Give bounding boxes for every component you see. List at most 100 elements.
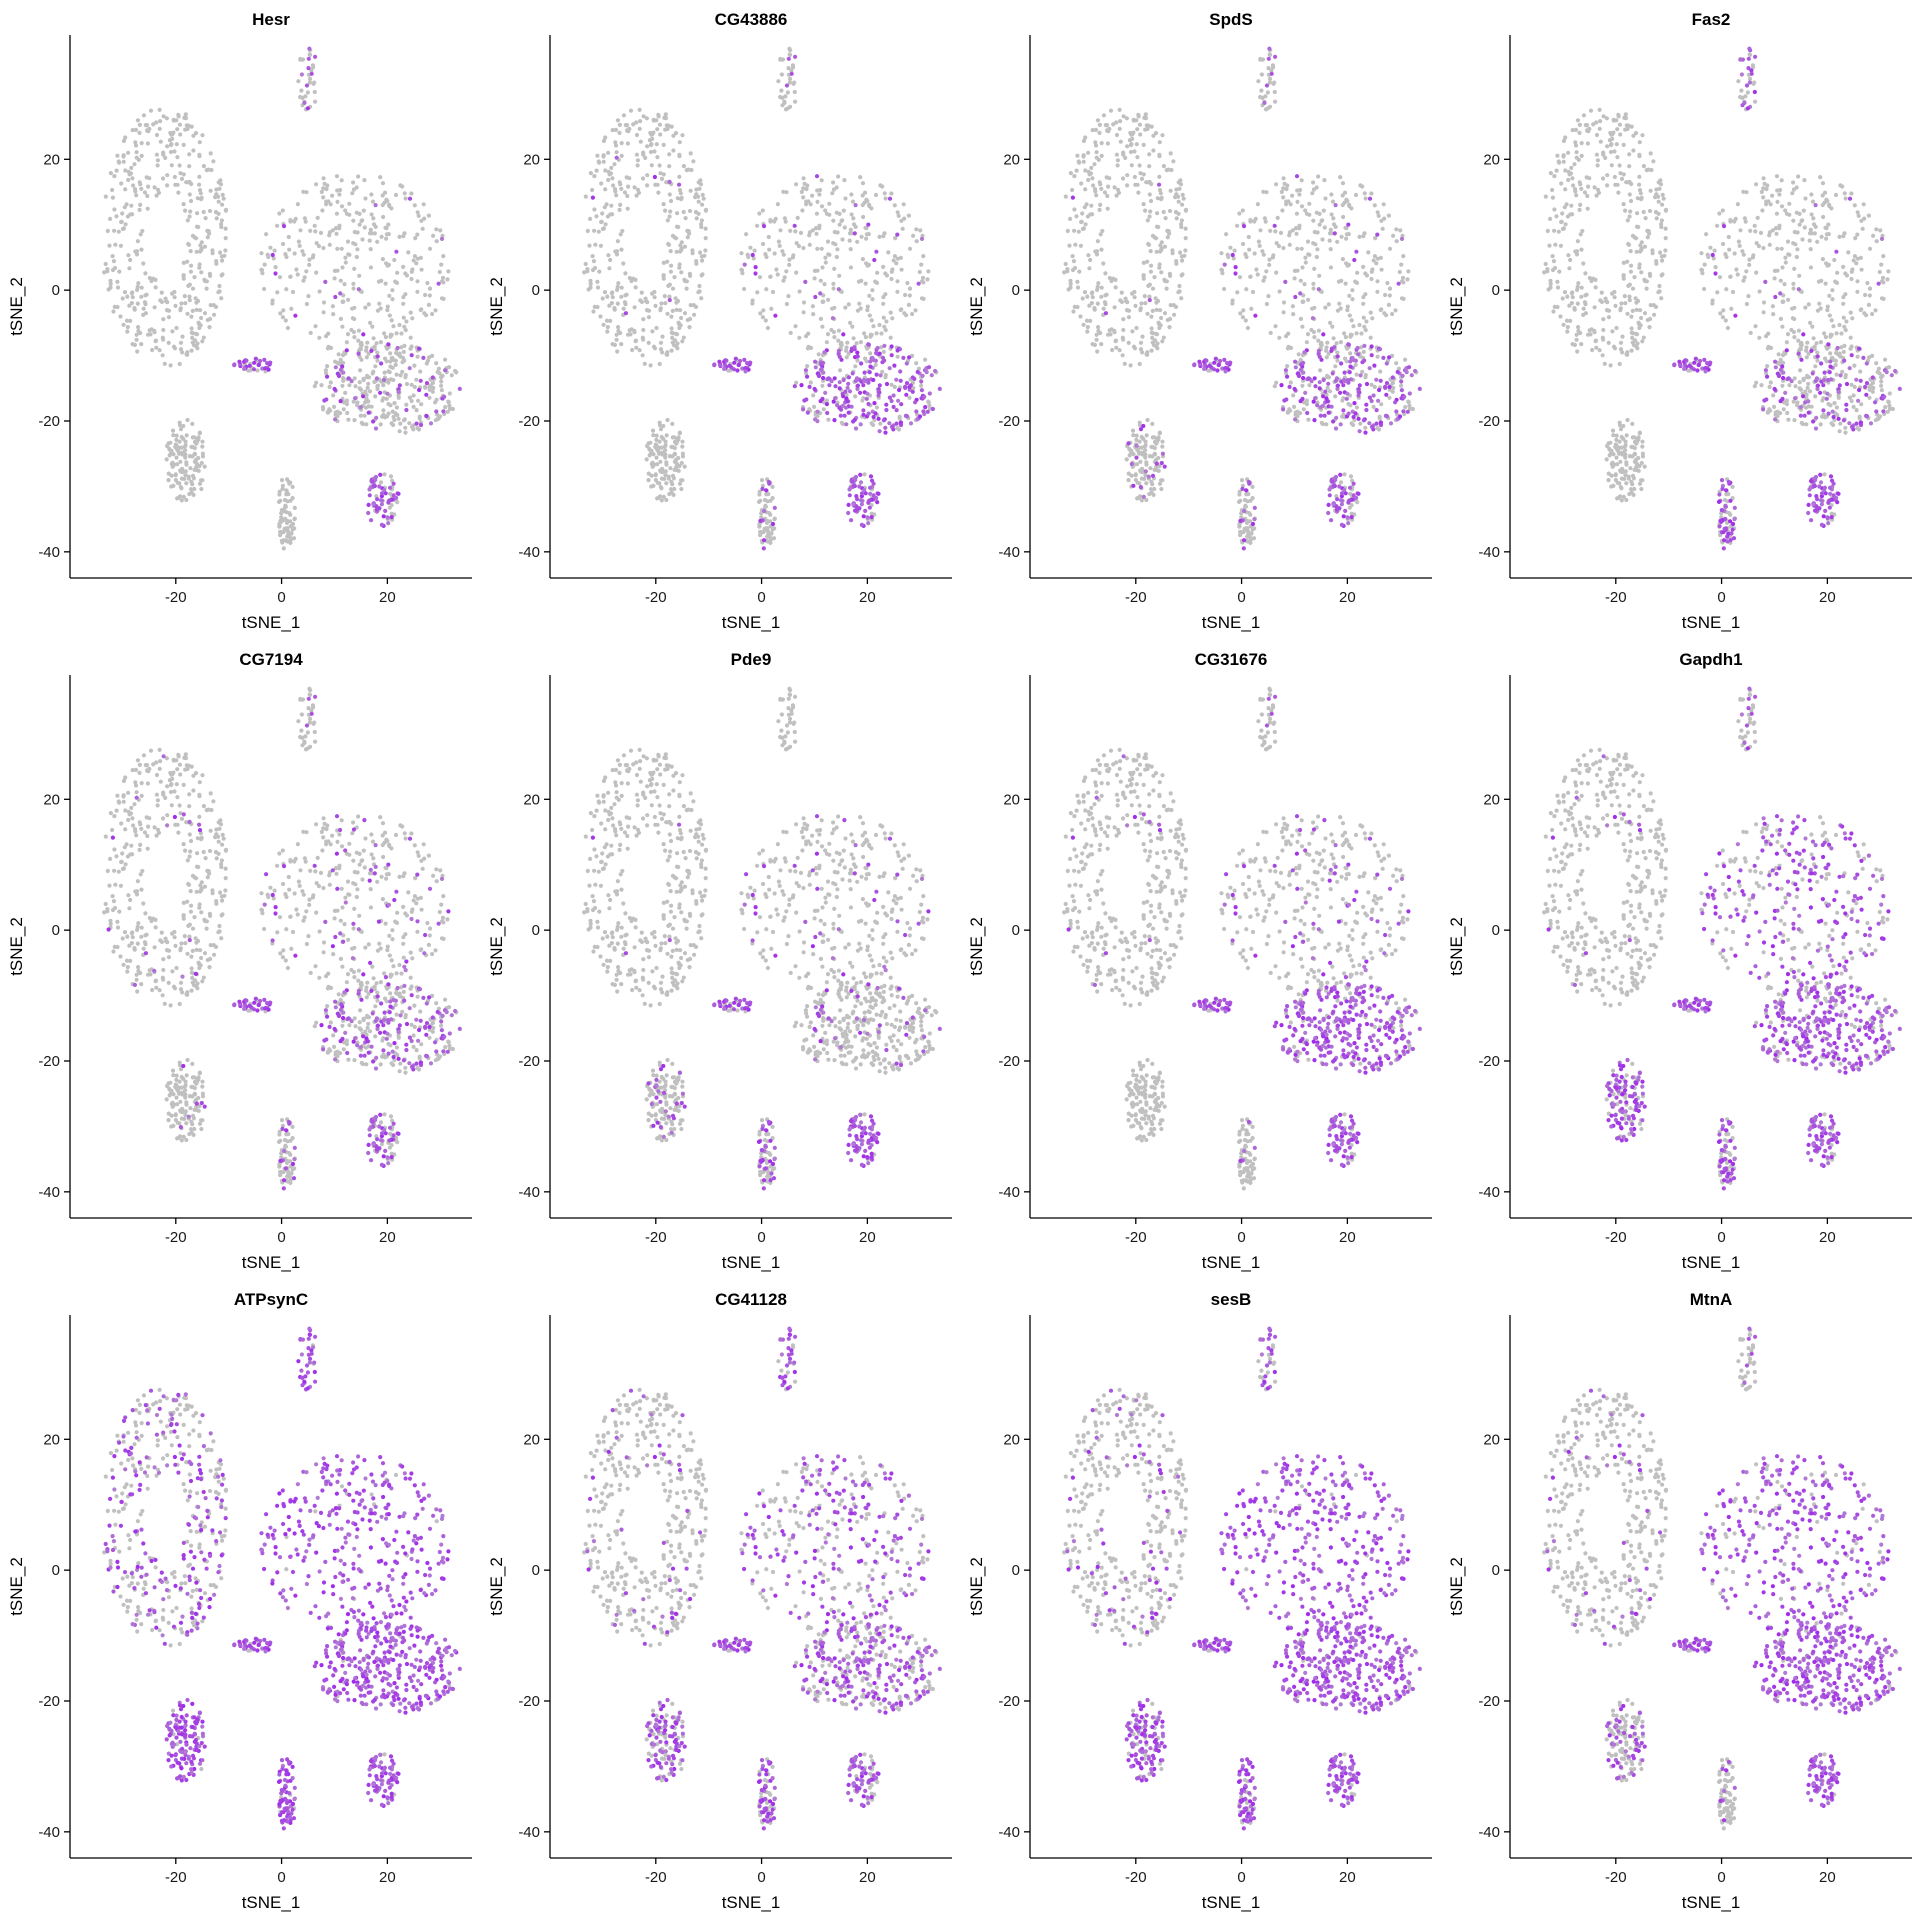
scatter-point bbox=[808, 345, 814, 350]
scatter-point bbox=[882, 231, 887, 236]
scatter-point bbox=[1390, 311, 1395, 317]
scatter-point bbox=[430, 353, 435, 358]
scatter-point bbox=[183, 301, 188, 306]
scatter-point bbox=[398, 421, 403, 426]
scatter-point bbox=[1842, 231, 1847, 236]
scatter-point bbox=[1621, 276, 1626, 281]
scatter-point bbox=[1397, 269, 1402, 275]
scatter-point bbox=[309, 71, 314, 76]
scatter-point bbox=[1223, 369, 1228, 374]
scatter-point bbox=[756, 499, 762, 504]
scatter-point bbox=[857, 301, 862, 306]
scatter-point bbox=[855, 354, 860, 359]
scatter-point bbox=[251, 367, 257, 372]
scatter-point bbox=[669, 330, 674, 335]
scatter-point bbox=[1578, 202, 1583, 207]
scatter-point bbox=[301, 189, 306, 194]
scatter-point bbox=[181, 172, 186, 177]
scatter-point bbox=[347, 212, 352, 217]
scatter-point bbox=[1077, 269, 1082, 274]
scatter-point bbox=[685, 235, 690, 240]
scatter-point bbox=[1097, 130, 1102, 135]
scatter-point bbox=[785, 106, 791, 111]
scatter-point bbox=[1177, 283, 1182, 289]
scatter-point bbox=[903, 292, 908, 298]
scatter-point bbox=[403, 196, 408, 201]
scatter-point bbox=[171, 433, 176, 438]
scatter-point bbox=[286, 234, 291, 240]
scatter-point bbox=[696, 211, 701, 216]
scatter-point bbox=[148, 108, 154, 113]
scatter-point bbox=[394, 350, 399, 356]
scatter-point bbox=[1155, 211, 1160, 216]
scatter-point bbox=[831, 286, 836, 291]
scatter-point bbox=[1654, 193, 1659, 199]
scatter-point bbox=[1552, 304, 1557, 309]
scatter-point bbox=[399, 331, 404, 336]
scatter-point bbox=[385, 308, 390, 313]
scatter-point bbox=[1387, 286, 1393, 291]
scatter-point bbox=[386, 401, 391, 407]
scatter-point bbox=[1637, 262, 1642, 267]
scatter-point bbox=[1255, 202, 1260, 207]
scatter-point bbox=[1315, 230, 1320, 235]
scatter-point bbox=[359, 218, 364, 224]
scatter-point bbox=[161, 327, 166, 333]
scatter-point bbox=[1134, 443, 1139, 448]
scatter-point bbox=[873, 411, 878, 416]
scatter-point bbox=[892, 363, 897, 368]
scatter-point bbox=[172, 149, 177, 154]
scatter-point bbox=[1072, 304, 1077, 309]
scatter-point bbox=[623, 302, 628, 307]
scatter-point bbox=[1375, 354, 1380, 359]
scatter-point bbox=[784, 301, 790, 307]
scatter-point bbox=[625, 141, 631, 146]
scatter-point bbox=[1603, 155, 1608, 160]
scatter-point bbox=[1343, 508, 1348, 513]
scatter-point bbox=[182, 453, 187, 458]
scatter-point bbox=[1228, 245, 1233, 250]
scatter-point bbox=[136, 328, 141, 334]
scatter-point bbox=[758, 311, 763, 316]
scatter-point bbox=[605, 329, 610, 334]
scatter-point bbox=[1601, 337, 1606, 342]
scatter-point bbox=[143, 123, 148, 128]
scatter-point bbox=[612, 306, 617, 311]
scatter-point bbox=[1830, 288, 1835, 293]
scatter-point bbox=[403, 425, 408, 430]
scatter-point bbox=[1220, 271, 1225, 276]
scatter-point bbox=[1609, 163, 1614, 168]
scatter-point bbox=[368, 320, 373, 325]
scatter-point bbox=[851, 502, 856, 507]
scatter-point bbox=[785, 90, 791, 95]
scatter-point bbox=[368, 247, 373, 252]
scatter-point bbox=[858, 422, 863, 427]
scatter-point bbox=[616, 328, 621, 334]
scatter-point bbox=[899, 267, 904, 272]
scatter-point bbox=[1157, 174, 1162, 179]
scatter-point bbox=[1099, 186, 1104, 191]
scatter-point bbox=[677, 321, 682, 327]
scatter-point bbox=[1642, 244, 1647, 249]
scatter-point bbox=[682, 464, 687, 469]
scatter-point bbox=[735, 368, 740, 373]
scatter-point bbox=[1339, 361, 1344, 366]
scatter-point bbox=[1141, 276, 1146, 281]
scatter-point bbox=[1341, 377, 1347, 382]
scatter-point bbox=[1634, 300, 1639, 305]
scatter-point bbox=[1306, 297, 1311, 302]
scatter-point bbox=[197, 321, 202, 327]
scatter-point bbox=[396, 389, 401, 395]
scatter-point bbox=[155, 163, 160, 168]
scatter-point bbox=[1338, 175, 1343, 180]
scatter-point bbox=[743, 369, 748, 374]
scatter-point bbox=[861, 408, 866, 413]
scatter-point bbox=[1222, 357, 1227, 362]
scatter-point bbox=[1257, 243, 1262, 248]
scatter-point bbox=[866, 401, 871, 407]
scatter-point bbox=[870, 288, 875, 293]
scatter-point bbox=[865, 515, 870, 520]
scatter-point bbox=[1587, 126, 1592, 131]
scatter-point bbox=[650, 329, 655, 334]
scatter-point bbox=[619, 285, 624, 290]
